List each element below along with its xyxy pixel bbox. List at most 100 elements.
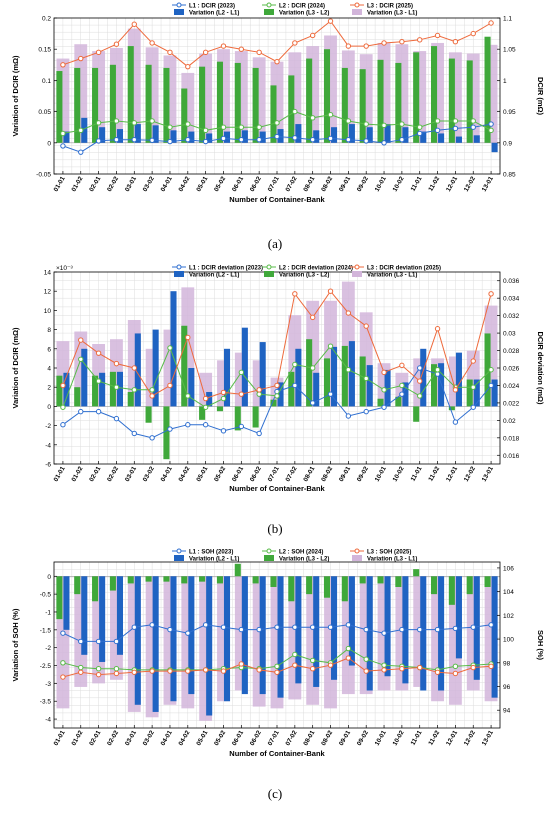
point-l3	[417, 378, 423, 384]
legend-entry: L1 : DCIR deviation (2023)	[189, 265, 263, 271]
legend-entry: Variation (L3 - L1)	[367, 556, 417, 562]
point-l3	[363, 668, 369, 674]
x-axis-label: Number of Container-Bank	[229, 749, 325, 758]
bar-l3-l2	[163, 67, 170, 143]
bar-l3-l2	[56, 576, 63, 620]
bar-l2-l1	[223, 131, 231, 143]
bar-l3-l2	[484, 333, 491, 407]
bar-l2-l1	[259, 342, 266, 407]
panel-label: (b)	[267, 521, 282, 536]
point-l2	[167, 124, 173, 130]
left-tick-label: -3	[45, 681, 51, 688]
point-l3	[399, 39, 405, 45]
bar-l2-l1	[63, 131, 70, 143]
point-l2	[309, 115, 316, 121]
x-tick-label: 05-02	[213, 465, 227, 483]
legend-entry: L3 : SOH (2025)	[367, 549, 411, 555]
point-l3	[417, 37, 423, 43]
x-tick-label: 10-02	[391, 175, 405, 193]
bar-l2-l1	[348, 576, 355, 666]
bar-l3-l2	[216, 576, 223, 584]
bar-l2-l1	[259, 131, 266, 143]
point-l1	[131, 136, 137, 143]
point-l3	[327, 288, 334, 294]
right-tick-label: 102	[503, 613, 514, 620]
bar-l2-l1	[438, 576, 445, 691]
bar-l2-l1	[491, 379, 498, 407]
legend: L1 : DCIR deviation (2023) L2 : DCIR devi…	[172, 264, 441, 278]
point-l2	[131, 120, 137, 126]
bar-l2-l1	[116, 576, 124, 655]
point-l1	[167, 138, 173, 145]
point-l1	[434, 626, 441, 633]
bar-l3-l2	[377, 576, 384, 584]
legend-entry: L2 : SOH (2024)	[279, 549, 323, 555]
bar-l3-l2	[306, 576, 313, 595]
legend-bar-swatch	[264, 271, 274, 277]
bar-l2-l1	[206, 576, 213, 716]
left-tick-label: -4	[45, 717, 51, 724]
bar-l3-l2	[288, 75, 295, 143]
point-l3	[488, 291, 494, 297]
x-tick-label: 03-02	[142, 729, 156, 747]
point-l1	[345, 136, 352, 143]
legend-marker-swatch	[354, 264, 360, 270]
bar-l3-l2	[377, 398, 384, 407]
point-l3	[60, 62, 66, 68]
x-tick-label: 05-01	[195, 729, 209, 747]
bar-l2-l1	[81, 348, 88, 407]
left-tick-label: 0.2	[42, 16, 51, 23]
legend-bar-swatch	[264, 555, 274, 561]
point-l2	[256, 124, 262, 130]
left-tick-label: 4	[47, 366, 51, 373]
x-tick-label: 08-02	[320, 465, 334, 483]
legend: L1 : DCIR (2023) L2 : DCIR (2024) L3 : DCI…	[172, 2, 417, 16]
point-l2	[60, 130, 66, 137]
x-tick-label: 10-02	[391, 729, 405, 747]
point-l1	[113, 136, 120, 143]
x-tick-label: 12-02	[463, 465, 477, 483]
point-l3	[95, 49, 102, 56]
bar-l2-l1	[152, 576, 159, 712]
bar-l3-l2	[466, 60, 473, 143]
point-l1	[381, 140, 387, 146]
left-tick-label: -3.5	[40, 699, 52, 706]
bar-l3-l2	[252, 406, 259, 428]
point-l2	[113, 118, 120, 124]
right-tick-label: 1	[503, 78, 507, 85]
bar-l2-l1	[491, 142, 498, 153]
point-l2	[113, 384, 120, 390]
bar-l3-l2	[341, 345, 348, 407]
bar-l3-l2	[56, 375, 63, 407]
bar-l2-l1	[348, 124, 355, 143]
x-tick-label: 11-01	[410, 465, 424, 483]
bar-l2-l1	[99, 576, 106, 662]
bar-l2-l1	[152, 329, 159, 407]
x-tick-label: 08-01	[302, 465, 316, 483]
bar-l3-l2	[306, 58, 313, 143]
point-l1	[202, 138, 209, 145]
point-l3	[95, 350, 102, 356]
x-tick-label: 10-02	[391, 465, 405, 483]
x-tick-label: 01-01	[53, 729, 67, 747]
bar-l3-l2	[288, 371, 295, 407]
point-l3	[363, 43, 369, 49]
bar-l3-l2	[359, 356, 366, 407]
point-l2	[363, 121, 369, 127]
point-l1	[309, 624, 316, 630]
bar-l2-l1	[170, 291, 177, 407]
x-tick-label: 13-01	[481, 175, 495, 193]
left-tick-label: -2	[45, 423, 51, 430]
x-tick-label: 02-02	[106, 465, 120, 483]
x-tick-label: 01-02	[70, 729, 84, 747]
bar-l2-l1	[366, 576, 373, 691]
point-l1	[113, 638, 120, 645]
bar-l2-l1	[473, 576, 480, 680]
bar-l3-l2	[341, 67, 348, 143]
bar-l2-l1	[277, 576, 284, 698]
x-tick-label: 07-02	[284, 465, 298, 483]
x-tick-label: 04-01	[160, 175, 174, 193]
bar-l2-l1	[259, 576, 266, 695]
bar-l2-l1	[241, 327, 248, 407]
point-l3	[399, 362, 405, 369]
